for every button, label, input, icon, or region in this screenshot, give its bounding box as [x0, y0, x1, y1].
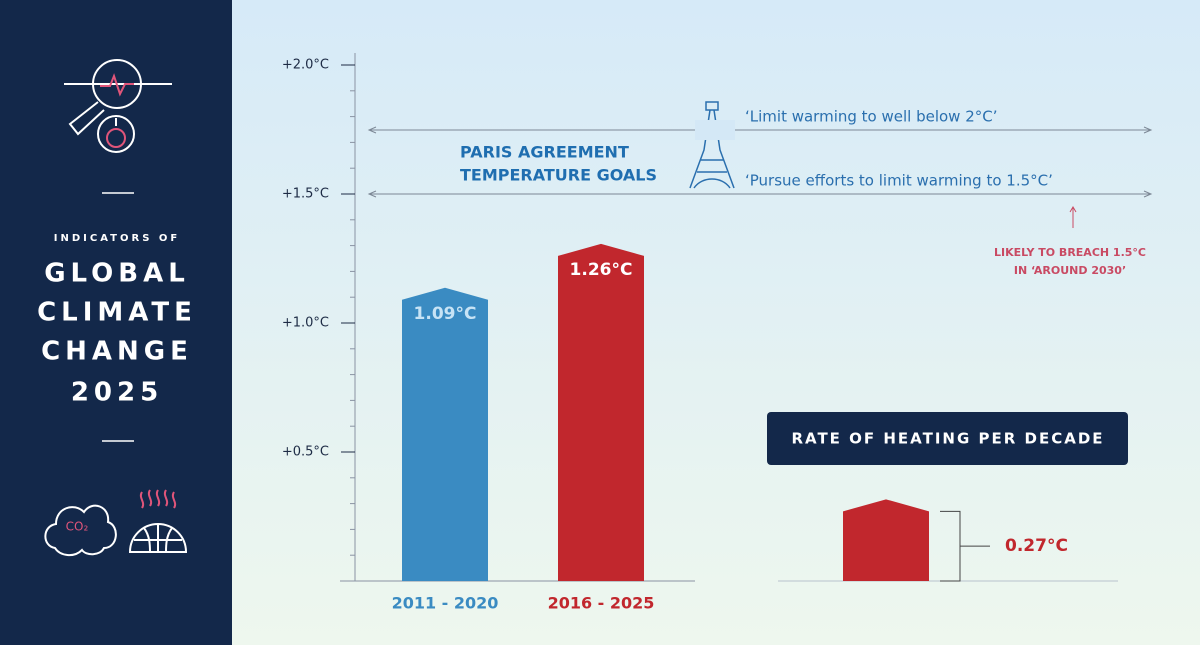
globe-icon: [128, 489, 188, 553]
value-label: 0.27°C: [1005, 536, 1068, 556]
breach-label: LIKELY TO BREACH 1.5°C: [994, 246, 1146, 259]
co2-label: CO₂: [66, 520, 89, 534]
eiffel-tower-icon: [689, 101, 735, 189]
bar: [402, 287, 488, 581]
goal-2-label: ‘Limit warming to well below 2°C’: [745, 108, 998, 126]
bar: [843, 499, 929, 581]
goal-title: PARIS AGREEMENT: [460, 143, 629, 162]
value-label: 1.09°C: [414, 304, 477, 324]
sidebar-kicker: INDICATORS OF: [54, 233, 180, 244]
goal-15-line-arrow: [367, 190, 1153, 198]
breach-arrow: [1069, 206, 1077, 228]
x-tick-label: 2016 - 2025: [548, 594, 655, 613]
y-tick-label: +1.0°C: [282, 316, 329, 331]
y-tick-label: +0.5°C: [282, 445, 329, 460]
bracket: [940, 510, 990, 582]
goal-title: TEMPERATURE GOALS: [460, 166, 657, 185]
y-tick-label: +2.0°C: [282, 58, 329, 73]
magnifier-icon: [64, 59, 172, 153]
sidebar-title: GLOBAL: [44, 259, 190, 289]
sidebar-title: 2025: [71, 378, 163, 408]
sidebar-title: CLIMATE: [37, 298, 197, 328]
goal-15-label: ‘Pursue efforts to limit warming to 1.5°…: [745, 172, 1053, 190]
goal-2-line-arrow: [367, 126, 1153, 134]
breach-label: IN ‘AROUND 2030’: [1014, 264, 1126, 277]
rate-title: RATE OF HEATING PER DECADE: [791, 430, 1104, 448]
value-label: 1.26°C: [570, 260, 633, 280]
sidebar-title: CHANGE: [41, 337, 193, 367]
bar: [558, 243, 644, 582]
y-tick-label: +1.5°C: [282, 187, 329, 202]
x-tick-label: 2011 - 2020: [392, 594, 499, 613]
co2-cloud-icon: [44, 504, 117, 556]
label-bg: [695, 120, 735, 140]
rate-title-box: [767, 412, 1128, 465]
